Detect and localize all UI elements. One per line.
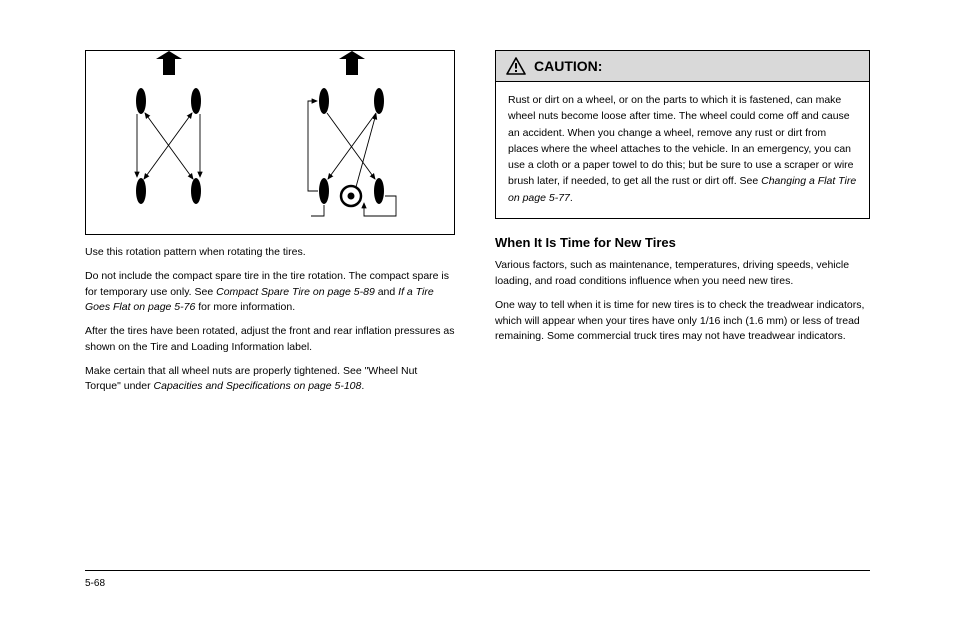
- left-p3: After the tires have been rotated, adjus…: [85, 324, 455, 356]
- left-p4: Make certain that all wheel nuts are pro…: [85, 364, 455, 396]
- caution-label: CAUTION:: [534, 58, 602, 74]
- tire-rotation-diagram: [85, 50, 455, 235]
- caution-body: Rust or dirt on a wheel, or on the parts…: [496, 82, 869, 218]
- left-column: Use this rotation pattern when rotating …: [85, 50, 455, 403]
- right-p1: Various factors, such as maintenance, te…: [495, 258, 870, 290]
- caution-box: CAUTION: Rust or dirt on a wheel, or on …: [495, 50, 870, 219]
- section-heading: When It Is Time for New Tires: [495, 233, 870, 253]
- link-capacities: Capacities and Specifications on page 5‑…: [154, 380, 362, 392]
- caution-header: CAUTION:: [496, 51, 869, 82]
- footer-rule: [85, 570, 870, 571]
- left-p1: Use this rotation pattern when rotating …: [85, 245, 455, 261]
- page-footer: 5-68: [85, 578, 870, 589]
- page-number: 5-68: [85, 578, 105, 589]
- page-content: Use this rotation pattern when rotating …: [85, 50, 870, 590]
- left-p2: Do not include the compact spare tire in…: [85, 269, 455, 316]
- rotation-svg: [86, 51, 456, 236]
- right-column: CAUTION: Rust or dirt on a wheel, or on …: [495, 50, 870, 353]
- right-p2: One way to tell when it is time for new …: [495, 298, 870, 345]
- link-compact-spare: Compact Spare Tire on page 5‑89: [216, 286, 375, 298]
- left-body-text: Use this rotation pattern when rotating …: [85, 245, 455, 395]
- warning-icon: [506, 57, 526, 75]
- right-body-text: When It Is Time for New Tires Various fa…: [495, 233, 870, 345]
